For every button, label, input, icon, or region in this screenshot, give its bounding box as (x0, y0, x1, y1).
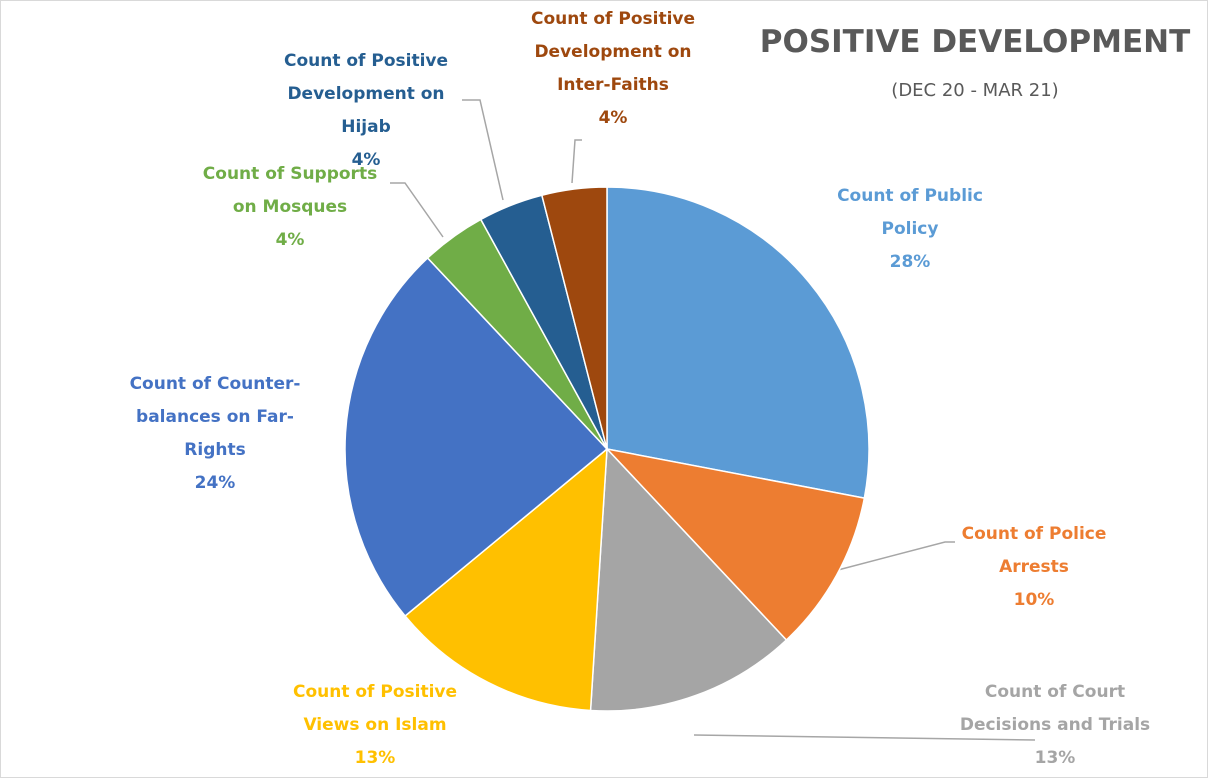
leader-line (390, 182, 444, 238)
pie-slice (604, 447, 866, 642)
data-label: Count of Positive Views on Islam 13% (278, 676, 473, 775)
category-label: Count of Police Arrests (961, 524, 1107, 577)
leader-line (693, 734, 1036, 741)
data-label: Count of Supports on Mosques 4% (193, 158, 388, 257)
data-label: Count of Counter-balances on Far-Rights 2… (120, 368, 310, 500)
value-label: 24% (194, 473, 236, 493)
chart-subtitle: (DEC 20 - MAR 21) (891, 80, 1059, 101)
data-label: Count of Positive Development on Hijab 4% (274, 45, 459, 177)
category-label: Count of Supports on Mosques (202, 164, 378, 217)
pie-slice (606, 186, 870, 499)
category-label: Count of Positive Development on Inter-F… (530, 9, 696, 95)
pie-slice (589, 447, 788, 712)
value-label: 10% (1013, 590, 1055, 610)
chart-title: POSITIVE DEVELOPMENT (759, 24, 1191, 60)
leader-line (571, 139, 582, 184)
value-label: 4% (351, 150, 381, 170)
data-label: Count of Police Arrests 10% (942, 518, 1127, 617)
pie-slice (344, 256, 609, 618)
data-label: Count of Court Decisions and Trials 13% (948, 676, 1163, 775)
category-label: Count of Public Policy (837, 186, 983, 239)
category-label: Count of Positive Development on Hijab (283, 51, 449, 137)
pie-slice (540, 186, 608, 450)
pie-slice (404, 447, 608, 712)
leader-lines (390, 99, 1036, 741)
data-label: Count of Positive Development on Inter-F… (521, 3, 706, 135)
category-label: Count of Counter-balances on Far-Rights (129, 374, 301, 460)
value-label: 4% (275, 230, 305, 250)
leader-line (462, 99, 504, 201)
category-label: Count of Court Decisions and Trials (959, 682, 1151, 735)
value-label: 13% (1034, 748, 1076, 768)
leader-line (837, 541, 955, 571)
value-label: 13% (354, 748, 396, 768)
data-label: Count of Public Policy 28% (820, 180, 1000, 279)
category-label: Count of Positive Views on Islam (292, 682, 458, 735)
value-label: 28% (889, 252, 931, 272)
value-label: 4% (598, 108, 628, 128)
